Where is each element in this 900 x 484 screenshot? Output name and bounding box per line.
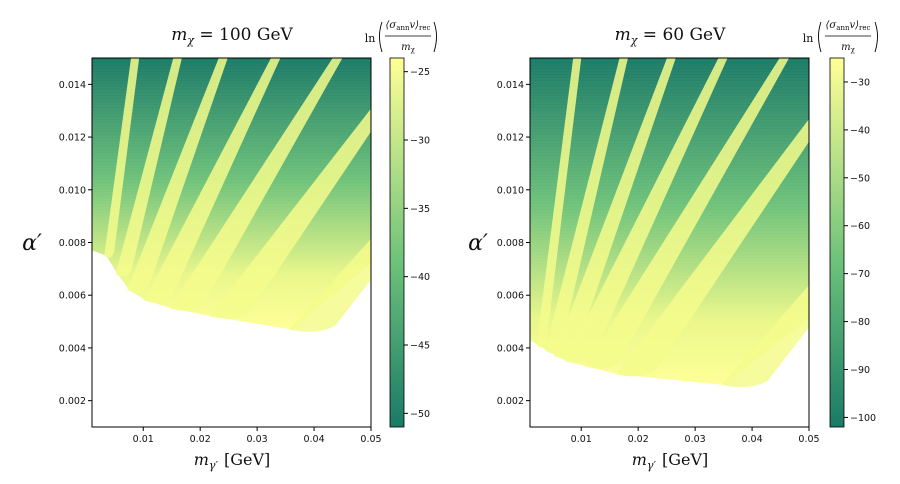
panel-right-x-tick-label: 0.04	[741, 434, 762, 445]
panel-right-colorbar-tick-label: −70	[850, 269, 870, 280]
panel-left-resonance-lobe	[169, 58, 343, 311]
panel-left-resonance-lobe	[289, 238, 371, 332]
panel-left-y-tick-label: 0.008	[59, 238, 86, 249]
panel-right-x-tick-label: 0.02	[628, 434, 649, 445]
panel-right-x-tick-label: 0.01	[571, 434, 592, 445]
panel-left-y-tick-label: 0.006	[59, 291, 86, 302]
panel-right-colorbar-tick-label: −90	[850, 365, 870, 376]
panel-left-title: mχ = 100 GeV	[171, 25, 293, 47]
panel-left-resonance-lobe	[144, 58, 281, 303]
panel-left-colorbar-tick-label: −35	[410, 204, 430, 215]
panel-right-resonance-lobe	[565, 58, 728, 364]
panel-left-y-tick-label: 0.014	[59, 80, 86, 91]
panel-left-y-label: α′	[22, 231, 42, 256]
panel-right-x-label: mγ′ [GeV]	[632, 450, 709, 472]
panel-right-resonance-lobe	[721, 285, 809, 388]
panel-right-y-tick-label: 0.008	[497, 238, 524, 249]
panel-right-resonance-lobe	[545, 58, 628, 353]
panel-left-colorbar-denominator: mχ	[401, 42, 415, 54]
panel-right-colorbar-denominator: mχ	[841, 42, 855, 54]
panel-right-x-ticks: 0.01 0.02 0.03 0.04 0.05	[571, 427, 820, 445]
panel-left-y-tick-label: 0.010	[59, 185, 86, 196]
panel-left-colorbar-tick-label: −40	[410, 272, 430, 283]
panel-right-y-tick-label: 0.014	[497, 80, 524, 91]
panel-left-x-tick-label: 0.04	[303, 434, 324, 445]
panel-right-resonance-lobe	[553, 58, 676, 359]
panel-right-colorbar-label: ln ⟨σannv⟩rec mχ	[803, 20, 878, 54]
panel-right-colorbar	[829, 57, 845, 428]
panel-left-heatmap	[92, 58, 371, 427]
panel-left: mχ = 100 GeV 0.01 0.02 0.03 0.04 0.05 0.0020…	[22, 20, 437, 472]
panel-right-x-tick-label: 0.05	[798, 434, 819, 445]
panel-left-colorbar	[389, 57, 405, 428]
panel-left-resonance-lobe	[209, 108, 371, 319]
panel-left-colorbar-tick-label: −25	[410, 67, 430, 78]
svg-text:ln: ln	[365, 32, 376, 45]
panel-right-resonance-lobe	[584, 58, 790, 369]
panel-left-x-ticks: 0.01 0.02 0.03 0.04 0.05	[133, 427, 382, 445]
panel-right-colorbar-ticks: −30 −40 −50 −60 −70 −80 −90 −100	[844, 77, 876, 424]
panel-right-colorbar-numerator: ⟨σannv⟩rec	[826, 20, 871, 32]
panel-right-resonance-lobe	[616, 119, 809, 377]
panel-left-resonance-lobe	[115, 58, 182, 277]
panel-right-resonance-lobe	[536, 58, 582, 348]
panel-right-heatmap	[530, 58, 809, 427]
panel-right-y-tick-label: 0.012	[497, 133, 524, 144]
panel-left-colorbar-ticks: −25 −30 −35 −40 −45 −50	[404, 67, 430, 420]
panel-right-y-label: α′	[468, 231, 488, 256]
panel-right-colorbar-tick-label: −100	[850, 413, 876, 424]
panel-right-y-tick-label: 0.002	[497, 396, 524, 407]
panel-right-y-tick-label: 0.010	[497, 185, 524, 196]
panel-left-y-ticks: 0.002 0.004 0.006 0.008 0.010 0.012 0.014	[59, 80, 92, 407]
panel-right-x-tick-label: 0.03	[685, 434, 706, 445]
panel-right: mχ = 60 GeV 0.01 0.02 0.03 0.04 0.05 0.0020.…	[468, 20, 878, 472]
panel-left-x-tick-label: 0.01	[133, 434, 154, 445]
panel-left-resonance-lobe	[127, 58, 228, 293]
panel-right-colorbar-tick-label: −30	[850, 77, 870, 88]
panel-left-y-tick-label: 0.004	[59, 343, 86, 354]
panel-right-colorbar-tick-label: −50	[850, 173, 870, 184]
panel-right-colorbar-tick-label: −80	[850, 317, 870, 328]
panel-right-y-ticks: 0.002 0.004 0.006 0.008 0.010 0.012 0.014	[497, 80, 530, 407]
panel-left-resonance-lobe	[104, 58, 140, 258]
panel-left-x-tick-label: 0.03	[247, 434, 268, 445]
panel-right-title: mχ = 60 GeV	[615, 25, 727, 47]
panel-left-x-tick-label: 0.02	[190, 434, 211, 445]
panel-left-colorbar-tick-label: −50	[410, 409, 430, 420]
panel-left-colorbar-numerator: ⟨σannv⟩rec	[386, 20, 431, 32]
panel-left-x-label: mγ′ [GeV]	[194, 450, 271, 472]
panel-left-x-tick-label: 0.05	[360, 434, 381, 445]
panel-right-y-tick-label: 0.006	[497, 291, 524, 302]
panel-right-colorbar-tick-label: −60	[850, 221, 870, 232]
panel-left-colorbar-tick-label: −45	[410, 341, 430, 352]
svg-text:ln: ln	[803, 32, 814, 45]
panel-left-y-tick-label: 0.002	[59, 396, 86, 407]
panel-left-y-tick-label: 0.012	[59, 133, 86, 144]
panel-right-y-tick-label: 0.004	[497, 343, 524, 354]
panel-left-colorbar-label: ln ⟨σannv⟩rec mχ	[365, 20, 437, 54]
panel-right-colorbar-tick-label: −40	[850, 125, 870, 136]
panel-left-colorbar-tick-label: −30	[410, 136, 430, 147]
